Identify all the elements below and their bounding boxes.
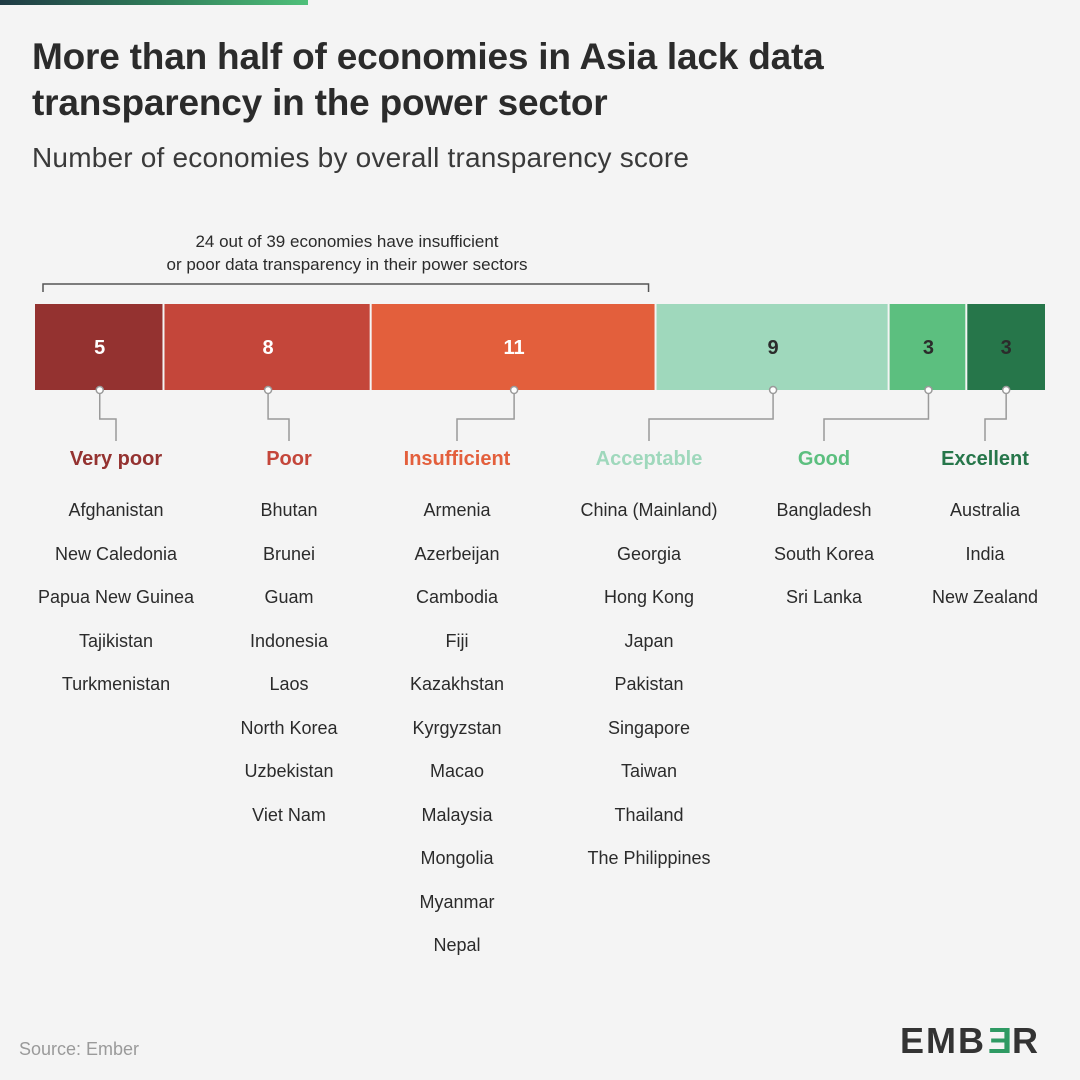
country-item: Mongolia xyxy=(420,848,494,868)
country-item: Guam xyxy=(264,587,314,607)
country-item: Kazakhstan xyxy=(409,674,505,694)
connector-dot xyxy=(95,385,104,395)
country-item: North Korea xyxy=(240,717,338,738)
country-item: Armenia xyxy=(423,500,491,520)
country-item: Brunei xyxy=(262,543,316,564)
connector-line xyxy=(267,390,290,441)
bar-value-label: 8 xyxy=(263,337,274,359)
bar-value-label: 5 xyxy=(94,337,105,359)
country-item: Papua New Guinea xyxy=(37,587,195,607)
country-item: Sri Lanka xyxy=(785,587,863,607)
connector-dot xyxy=(924,385,933,395)
country-item: Laos xyxy=(269,674,309,694)
country-item: India xyxy=(965,543,1005,564)
ember-logo: EMBER xyxy=(900,1020,1040,1062)
country-list: Australia India New Zealand xyxy=(885,498,1080,629)
country-item: Afghanistan xyxy=(68,500,164,520)
connector-dot xyxy=(509,385,519,395)
chart-title: More than half of economies in Asia lack… xyxy=(32,36,824,123)
country-item: The Philippines xyxy=(587,848,711,868)
connector-dot xyxy=(768,385,778,395)
country-item: Nepal xyxy=(433,935,481,955)
chart-subtitle: Number of economies by overall transpare… xyxy=(32,142,690,173)
country-item: Taiwan xyxy=(620,761,678,781)
country-item: Viet Nam xyxy=(252,804,326,825)
country-list: Bangladesh South Korea Sri Lanka xyxy=(724,498,924,629)
bar-segment-acceptable xyxy=(656,304,888,390)
bar-segment-good xyxy=(889,304,966,390)
country-item: Thailand xyxy=(614,804,684,825)
category-label-acceptable: Acceptable xyxy=(595,448,703,470)
country-item: China (Mainland) xyxy=(580,500,718,520)
country-item: Bhutan xyxy=(260,500,318,520)
country-item: Fiji xyxy=(445,630,469,651)
connector-line xyxy=(823,390,930,441)
source-note: Source: Ember xyxy=(19,1039,140,1059)
country-item: Tajikistan xyxy=(78,630,154,651)
country-item: Hong Kong xyxy=(603,587,695,607)
category-label-excellent: Excellent xyxy=(941,448,1029,470)
country-list: China (Mainland) Georgia Hong Kong Japan Pak… xyxy=(549,498,749,890)
bar-segment-very-poor xyxy=(35,304,163,390)
annotation-line-1: 24 out of 39 economies have insufficient xyxy=(195,232,499,251)
country-item: Macao xyxy=(429,761,485,781)
country-list: Afghanistan New Caledonia Papua New Guinea… xyxy=(16,498,216,716)
country-item: Georgia xyxy=(616,543,682,564)
bracket-annotation: 24 out of 39 economies have insufficient… xyxy=(44,230,650,276)
bracket-line xyxy=(42,283,650,292)
logo-text-end: R xyxy=(1012,1020,1041,1061)
connector-line xyxy=(648,390,774,441)
country-item: Uzbekistan xyxy=(244,761,334,781)
bar-segment-poor xyxy=(164,304,370,390)
connector-dot xyxy=(263,385,273,395)
category-label-poor: Poor xyxy=(266,448,312,470)
bar-segment-insufficient xyxy=(371,304,655,390)
category-label-good: Good xyxy=(797,448,851,470)
country-list: Bhutan Brunei Guam Indonesia Laos North Korea… xyxy=(189,498,389,846)
connector-line xyxy=(98,390,117,441)
connector-dot xyxy=(1001,385,1011,395)
logo-text-mirrored-e: E xyxy=(986,1020,1013,1061)
country-item: Japan xyxy=(624,630,674,651)
category-label-insufficient: Insufficient xyxy=(403,448,511,470)
country-item: South Korea xyxy=(773,543,875,564)
connector-line xyxy=(456,390,515,441)
brand-accent-bar xyxy=(0,0,308,5)
country-item: Malaysia xyxy=(421,804,493,825)
category-label-very-poor: Very poor xyxy=(69,448,163,470)
country-item: Myanmar xyxy=(419,891,495,912)
country-item: New Zealand xyxy=(931,587,1039,607)
bar-segment-excellent xyxy=(967,304,1045,390)
country-item: Turkmenistan xyxy=(61,674,171,694)
bar-value-label: 3 xyxy=(923,337,934,359)
country-item: Azerbeijan xyxy=(414,543,500,564)
country-item: Bangladesh xyxy=(776,500,872,520)
country-list: Armenia Azerbeijan Cambodia Fiji Kazakhstan K… xyxy=(357,498,557,977)
bar-value-label: 9 xyxy=(768,337,779,359)
annotation-line-2: or poor data transparency in their power… xyxy=(166,255,528,274)
country-item: Kyrgyzstan xyxy=(412,717,502,738)
country-item: Indonesia xyxy=(249,630,329,651)
logo-text-start: EMB xyxy=(900,1020,986,1061)
bar-value-label: 3 xyxy=(1001,337,1012,359)
connector-line xyxy=(984,390,1007,441)
country-item: Pakistan xyxy=(614,674,684,694)
country-item: Cambodia xyxy=(415,587,499,607)
bar-value-label: 11 xyxy=(504,337,525,359)
country-item: Singapore xyxy=(607,717,691,738)
country-item: Australia xyxy=(949,500,1021,520)
country-item: New Caledonia xyxy=(54,543,178,564)
